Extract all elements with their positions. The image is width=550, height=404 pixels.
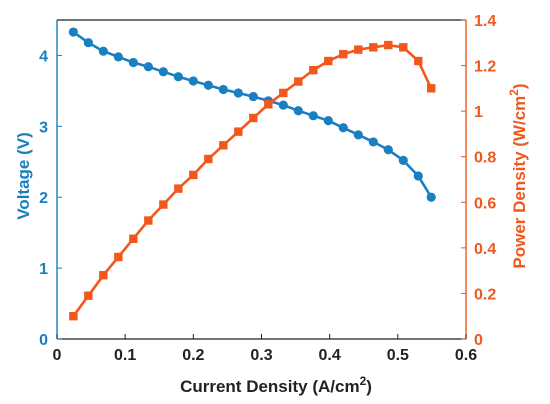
axes: 0 0.1 0.2 0.3 0.4 0.5 0.60123400.20.40.60.811.… (39, 13, 496, 364)
voltage-data-point (203, 80, 213, 90)
power-density-data-point (129, 234, 138, 243)
power-density-data-point (99, 271, 108, 280)
voltage-data-point (143, 62, 153, 72)
voltage-data-point (398, 155, 408, 165)
voltage-data-point (173, 72, 183, 82)
voltage-data-point (68, 27, 78, 37)
power-density-data-point (294, 77, 303, 86)
power-density-data-point (69, 312, 78, 321)
power-density-data-point (339, 49, 348, 59)
voltage-data-point (353, 130, 363, 140)
power-density-data-point (174, 184, 183, 193)
y-left-tick-label: 3 (39, 119, 48, 136)
power-density-data-point (159, 200, 168, 209)
voltage-data-point (383, 145, 393, 155)
power-density-data-point (114, 252, 123, 262)
power-density-data-point (369, 43, 378, 52)
y-left-tick-label: 2 (39, 190, 48, 207)
voltage-data-point (323, 116, 333, 126)
voltage-data-point (426, 192, 436, 202)
power-density-data-point (219, 141, 228, 150)
power-density-data-point (309, 65, 318, 75)
voltage-data-point (218, 84, 228, 95)
power-density-data-point (414, 56, 423, 66)
power-density-data-point (249, 113, 258, 123)
x-axis-title: Current Density (A/cm2) (180, 374, 372, 396)
x-tick-label: 0.2 (182, 347, 204, 364)
voltage-data-point (98, 46, 108, 56)
y-right-tick-label: 0.2 (474, 286, 496, 303)
voltage-data-point (128, 57, 138, 68)
series-layer (68, 27, 436, 321)
y-right-tick-label: 0 (474, 332, 483, 349)
power-density-series-line (72, 43, 433, 317)
voltage-data-point (278, 100, 288, 110)
x-tick-label: 0.3 (250, 347, 272, 364)
y-right-tick-label: 1.2 (474, 59, 496, 76)
voltage-data-point (113, 52, 123, 62)
y-right-tick-label: 0.6 (474, 195, 496, 212)
y-left-axis-title: Voltage (V) (14, 132, 33, 220)
power-density-data-point (384, 40, 393, 50)
voltage-data-point (233, 88, 243, 98)
x-tick-label: 0.5 (387, 347, 409, 364)
voltage-data-point (413, 171, 423, 181)
y-right-tick-label: 0.4 (474, 241, 496, 258)
power-density-data-point (279, 88, 288, 98)
voltage-data-point (368, 137, 378, 147)
y-right-tick-label: 0.8 (474, 150, 496, 167)
voltage-data-point (338, 123, 348, 133)
power-density-data-point (144, 216, 153, 225)
y-right-axis-title: Power Density (W/cm2) (507, 83, 529, 268)
power-density-data-point (189, 170, 198, 180)
x-tick-label: 0 (53, 347, 62, 364)
power-density-data-point (234, 127, 243, 136)
power-density-data-point (354, 45, 363, 54)
x-tick-label: 0.4 (319, 347, 341, 364)
voltage-data-point (308, 111, 318, 121)
voltage-data-point (188, 76, 198, 86)
y-left-tick-label: 4 (39, 48, 48, 65)
power-density-data-point (324, 56, 333, 66)
y-left-tick-label: 0 (39, 332, 48, 349)
y-right-tick-label: 1.4 (474, 13, 496, 30)
power-density-data-point (204, 154, 213, 164)
x-tick-label: 0.6 (455, 347, 477, 364)
y-right-tick-label: 1 (474, 104, 483, 121)
voltage-data-point (158, 67, 168, 77)
voltage-data-point (293, 106, 303, 116)
power-density-data-point (399, 43, 408, 52)
x-tick-label: 0.1 (114, 347, 136, 364)
power-density-data-point (427, 84, 436, 93)
voltage-data-point (83, 38, 93, 48)
power-density-data-point (264, 100, 273, 109)
voltage-data-point (248, 91, 258, 102)
y-left-tick-label: 1 (39, 261, 48, 278)
power-density-data-point (84, 291, 93, 300)
